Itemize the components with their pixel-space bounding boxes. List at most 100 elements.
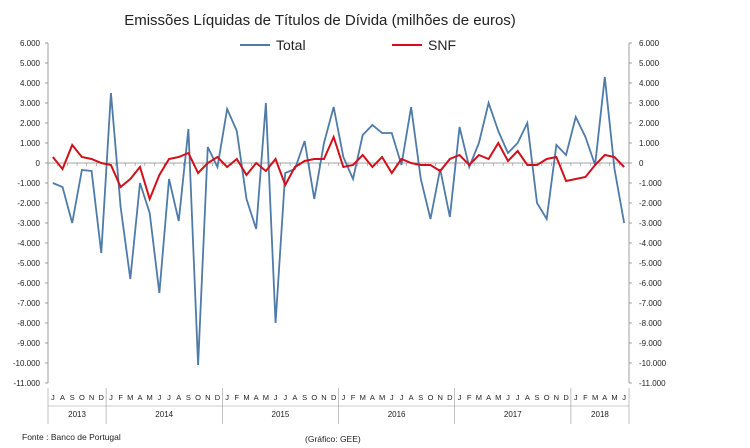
x-month-label: O (544, 393, 550, 402)
y-tick-right: 1.000 (639, 139, 660, 148)
x-month-label: M (495, 393, 501, 402)
x-month-label: N (205, 393, 210, 402)
x-month-label: S (302, 393, 307, 402)
x-year-label: 2013 (68, 410, 86, 419)
y-tick-left: -2.000 (17, 199, 40, 208)
y-tick-left: 5.000 (20, 59, 41, 68)
y-tick-right: -10.000 (639, 359, 667, 368)
x-month-label: D (99, 393, 105, 402)
y-tick-left: -7.000 (17, 299, 40, 308)
x-month-label: D (563, 393, 569, 402)
x-month-label: S (70, 393, 75, 402)
x-month-label: A (60, 393, 65, 402)
y-axis-right: 6.000 5.000 4.000 3.000 2.000 1.000 0 -1.000 -2.… (629, 39, 667, 388)
y-tick-right: -6.000 (639, 279, 662, 288)
x-month-label: J (157, 393, 161, 402)
y-tick-left: 3.000 (20, 99, 41, 108)
y-tick-right: -2.000 (639, 199, 662, 208)
x-month-label: J (167, 393, 171, 402)
y-tick-right: -4.000 (639, 239, 662, 248)
y-tick-right: -9.000 (639, 339, 662, 348)
x-month-label: O (79, 393, 85, 402)
x-month-label: N (89, 393, 94, 402)
x-month-label: F (235, 393, 240, 402)
credit-note: (Gráfico: GEE) (305, 434, 361, 444)
x-month-label: D (331, 393, 337, 402)
y-tick-left: -1.000 (17, 179, 40, 188)
x-month-label: J (225, 393, 229, 402)
x-month-label: F (467, 393, 472, 402)
x-month-label: J (458, 393, 462, 402)
x-month-label: N (554, 393, 559, 402)
x-month-label: J (51, 393, 55, 402)
y-tick-right: 2.000 (639, 119, 660, 128)
x-month-label: A (486, 393, 491, 402)
x-month-label: M (127, 393, 133, 402)
y-tick-left: 2.000 (20, 119, 41, 128)
legend: Total SNF (240, 37, 456, 53)
y-tick-left: 0 (36, 159, 41, 168)
x-month-label: F (118, 393, 123, 402)
x-month-label: A (137, 393, 142, 402)
x-year-label: 2017 (504, 410, 522, 419)
y-tick-left: -10.000 (13, 359, 41, 368)
y-tick-left: -8.000 (17, 319, 40, 328)
x-month-label: A (409, 393, 414, 402)
x-year-label: 2014 (155, 410, 173, 419)
x-month-label: S (418, 393, 423, 402)
x-month-label: M (360, 393, 366, 402)
y-tick-left: -3.000 (17, 219, 40, 228)
y-tick-right: -7.000 (639, 299, 662, 308)
x-month-label: J (390, 393, 394, 402)
x-month-label: J (274, 393, 278, 402)
x-month-label: A (254, 393, 259, 402)
y-tick-right: -1.000 (639, 179, 662, 188)
y-tick-right: 3.000 (639, 99, 660, 108)
x-month-label: A (602, 393, 607, 402)
legend-label-total: Total (276, 37, 306, 53)
y-tick-right: 4.000 (639, 79, 660, 88)
x-month-label: A (176, 393, 181, 402)
chart-title: Emissões Líquidas de Títulos de Dívida (… (124, 12, 516, 29)
series-line-snf (52, 134, 625, 203)
y-tick-left: -9.000 (17, 339, 40, 348)
y-tick-right: 5.000 (639, 59, 660, 68)
x-axis-years: 2013 2014 2015 2016 2017 2018 (47, 388, 630, 424)
y-tick-left: -6.000 (17, 279, 40, 288)
x-month-label: S (535, 393, 540, 402)
y-tick-left: 4.000 (20, 79, 41, 88)
y-tick-right: -5.000 (639, 259, 662, 268)
x-month-label: O (195, 393, 201, 402)
x-month-label: J (622, 393, 626, 402)
x-month-label: A (370, 393, 375, 402)
x-month-label: J (400, 393, 404, 402)
x-month-label: D (447, 393, 453, 402)
y-tick-right: -8.000 (639, 319, 662, 328)
series-lines (52, 76, 626, 366)
y-tick-left: 1.000 (20, 139, 41, 148)
x-year-label: 2018 (591, 410, 609, 419)
x-month-label: J (506, 393, 510, 402)
y-tick-right: -3.000 (639, 219, 662, 228)
x-month-label: J (109, 393, 113, 402)
y-tick-right: 6.000 (639, 39, 660, 48)
x-month-label: J (574, 393, 578, 402)
x-month-label: M (476, 393, 482, 402)
y-tick-right: -11.000 (639, 379, 666, 388)
y-axis-left: 6.000 5.000 4.000 3.000 2.000 1.000 0 -1.000 -2.… (13, 39, 48, 388)
x-month-label: O (428, 393, 434, 402)
x-month-label: N (321, 393, 326, 402)
x-month-label: F (583, 393, 588, 402)
y-tick-left: 6.000 (20, 39, 41, 48)
x-month-label: F (351, 393, 356, 402)
y-tick-left: -5.000 (17, 259, 40, 268)
x-month-label: J (341, 393, 345, 402)
axis-lines (47, 43, 630, 383)
x-month-label: J (516, 393, 520, 402)
x-month-label: M (147, 393, 153, 402)
x-month-label: M (379, 393, 385, 402)
y-tick-left: -4.000 (17, 239, 40, 248)
x-month-label: M (592, 393, 598, 402)
